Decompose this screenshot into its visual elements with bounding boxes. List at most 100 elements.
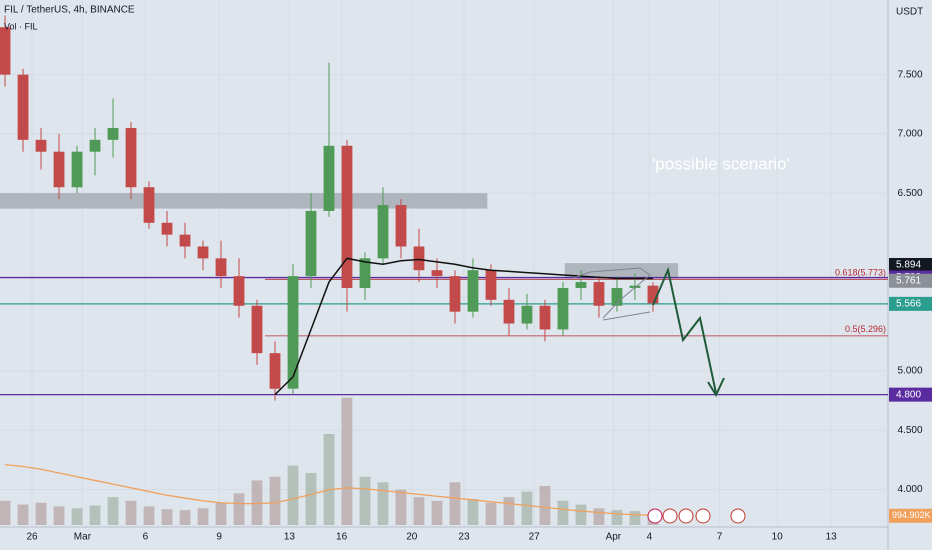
plot: 0.618(5.773) 0.5(5.296) [0, 15, 888, 525]
scenario-arrow [652, 266, 717, 394]
candle-body [197, 246, 209, 259]
volume-tag-label: 994.902K [892, 510, 931, 520]
zone [0, 193, 488, 209]
price-tag [889, 387, 932, 402]
x-tick-label: 26 [26, 532, 38, 543]
x-tick-label: 13 [284, 532, 296, 543]
volume-tag [889, 508, 932, 523]
volume-bar [89, 505, 101, 525]
x-tick-label: 20 [406, 532, 418, 543]
volume-bar [503, 497, 515, 525]
candle-body [431, 270, 443, 277]
candle-body [413, 246, 425, 271]
volume-bar [251, 480, 263, 525]
candle-body [449, 276, 461, 312]
candle-body [377, 205, 389, 259]
x-tick-label: 7 [717, 532, 723, 543]
candle-body [107, 127, 119, 140]
price-tag [889, 257, 932, 272]
candle-body [287, 276, 299, 389]
x-tick-label: 23 [458, 532, 470, 543]
icons [647, 508, 746, 524]
candle-body [161, 222, 173, 235]
candle-body [521, 305, 533, 324]
indicator-label: Vol · FIL [4, 21, 38, 31]
volume-bar [449, 482, 461, 525]
volume-bar [305, 473, 317, 525]
volume-bar [395, 489, 407, 525]
volume-bar [215, 502, 227, 525]
candle-body [71, 151, 83, 188]
x-tick-label: 4 [647, 532, 653, 543]
volume-bar [197, 508, 209, 525]
x-tick-label: 6 [143, 532, 149, 543]
volume-bar [557, 500, 569, 525]
x-tick-label: Apr [606, 532, 622, 543]
volume-bar [287, 465, 299, 525]
candle-body [215, 258, 227, 277]
candle-body [557, 287, 569, 330]
candle-body [179, 234, 191, 247]
candle-body [359, 258, 371, 288]
volume-bar [575, 504, 587, 525]
candle-body [323, 145, 335, 211]
volume-bar [71, 508, 83, 525]
x-tick-label: 10 [772, 532, 784, 543]
currency: USDT [896, 7, 923, 18]
volume-bar [179, 510, 191, 525]
volume-bar [269, 476, 281, 525]
volume-bar [53, 506, 65, 525]
ma-line [274, 257, 653, 396]
chart-title: FIL / TetherUS, 4h, BINANCE [4, 5, 135, 16]
annotation: 'possible scenario' [652, 154, 790, 173]
candle-body [35, 139, 47, 152]
wedge [572, 267, 651, 319]
arrow-head [707, 377, 725, 398]
candle-body [575, 282, 587, 288]
volume-bar [377, 482, 389, 525]
candle-body [125, 127, 137, 188]
fib-label: 0.618(5.773) [835, 268, 886, 278]
candle-body [341, 145, 353, 288]
wedge [602, 311, 651, 321]
candle-body [611, 287, 623, 306]
volume-bar [0, 500, 11, 525]
volume-bar [521, 491, 533, 525]
price-tag [889, 273, 932, 288]
volume-bar [125, 500, 137, 525]
volume-bar [107, 497, 119, 525]
volume-bar [485, 502, 497, 525]
price-tag-label: 5.761 [896, 275, 921, 286]
candle-body [467, 270, 479, 312]
x-tick-label: 16 [336, 532, 348, 543]
volume-bar [17, 504, 29, 525]
x-tick-label: 13 [826, 532, 838, 543]
candle-body [233, 276, 245, 306]
x-tick-label: 9 [216, 532, 222, 543]
volume-bar [413, 497, 425, 525]
price-tag-label: 5.566 [896, 299, 921, 310]
candle-body [647, 285, 659, 304]
price-tag-label: 4.800 [896, 389, 921, 400]
candle-body [593, 282, 605, 306]
candle-body [269, 353, 281, 389]
volume-bar [233, 493, 245, 525]
volume-bar [539, 486, 551, 525]
candle-body [539, 305, 551, 330]
candle-body [17, 74, 29, 140]
volume-bar [431, 500, 443, 525]
volume-bar [629, 511, 641, 525]
volume-bar [35, 502, 47, 525]
y-tick-label: 6.500 [897, 188, 922, 199]
candle-body [629, 285, 641, 288]
volume-bar [341, 397, 353, 525]
volume-bar [611, 510, 623, 525]
price-tag [889, 296, 932, 311]
volume-bar [143, 506, 155, 525]
candle-body [503, 299, 515, 324]
fib-label: 0.5(5.296) [845, 324, 886, 334]
volume-bar [161, 509, 173, 525]
